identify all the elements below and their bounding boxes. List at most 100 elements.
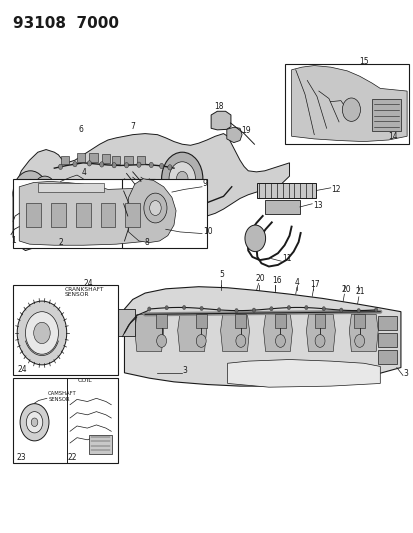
Bar <box>60 156 69 165</box>
Polygon shape <box>177 314 206 352</box>
Text: 9: 9 <box>202 179 207 188</box>
Text: 4: 4 <box>294 278 299 287</box>
Text: 3: 3 <box>402 369 407 378</box>
Polygon shape <box>124 287 400 386</box>
Circle shape <box>124 163 128 168</box>
Polygon shape <box>91 228 133 239</box>
Text: 18: 18 <box>214 102 223 111</box>
Bar <box>51 203 66 227</box>
Circle shape <box>217 308 220 312</box>
Text: 20: 20 <box>255 274 265 283</box>
Bar <box>102 155 110 163</box>
Bar <box>377 317 396 330</box>
Bar <box>314 314 325 328</box>
Circle shape <box>33 176 56 206</box>
Polygon shape <box>220 314 249 352</box>
Circle shape <box>374 308 377 312</box>
Circle shape <box>147 307 150 311</box>
Bar <box>76 203 90 227</box>
Bar <box>115 224 121 236</box>
Bar <box>13 285 118 375</box>
Circle shape <box>144 193 166 223</box>
Text: 3: 3 <box>182 366 187 375</box>
Circle shape <box>38 183 51 199</box>
Circle shape <box>112 163 116 168</box>
Bar <box>125 203 140 227</box>
Circle shape <box>30 215 41 230</box>
Text: 19: 19 <box>241 126 251 135</box>
Circle shape <box>100 162 104 167</box>
Bar <box>274 314 285 328</box>
Polygon shape <box>19 181 149 245</box>
Circle shape <box>17 301 66 365</box>
Circle shape <box>13 171 47 215</box>
Text: 7: 7 <box>130 122 135 131</box>
Circle shape <box>165 305 168 310</box>
Text: 20: 20 <box>340 285 350 294</box>
Text: 10: 10 <box>202 227 212 236</box>
Bar <box>38 182 104 192</box>
Bar <box>354 314 364 328</box>
Circle shape <box>182 305 185 310</box>
Polygon shape <box>126 179 176 243</box>
Text: 4: 4 <box>81 168 86 177</box>
Text: CRANKSHAFT
SENSOR: CRANKSHAFT SENSOR <box>64 287 104 297</box>
Circle shape <box>167 165 171 170</box>
Circle shape <box>126 209 130 213</box>
Circle shape <box>73 161 77 167</box>
Circle shape <box>199 306 203 311</box>
Bar <box>135 224 142 236</box>
Circle shape <box>304 305 307 310</box>
Circle shape <box>287 305 290 310</box>
Circle shape <box>31 418 38 426</box>
Text: 5: 5 <box>219 270 224 279</box>
Text: 17: 17 <box>309 280 319 289</box>
Circle shape <box>149 200 161 215</box>
Polygon shape <box>226 127 242 143</box>
Circle shape <box>156 335 166 348</box>
Bar <box>122 179 206 248</box>
Bar <box>100 203 115 227</box>
Bar <box>256 182 316 198</box>
Circle shape <box>25 187 35 199</box>
Bar <box>285 64 408 144</box>
Circle shape <box>189 205 192 209</box>
Polygon shape <box>349 314 377 352</box>
Circle shape <box>111 207 114 212</box>
Text: CAMSHAFT
SENSOR: CAMSHAFT SENSOR <box>48 391 77 402</box>
Bar <box>124 156 133 165</box>
Circle shape <box>234 309 237 313</box>
Text: 24: 24 <box>83 279 93 288</box>
Text: 23: 23 <box>17 453 26 462</box>
Text: 93108  7000: 93108 7000 <box>13 15 119 30</box>
Bar <box>13 378 118 463</box>
Bar <box>195 314 206 328</box>
Circle shape <box>26 411 43 433</box>
Bar <box>156 314 166 328</box>
Text: 16: 16 <box>271 276 281 285</box>
Circle shape <box>48 207 52 211</box>
Circle shape <box>161 152 202 205</box>
Circle shape <box>137 162 141 167</box>
Circle shape <box>25 312 58 354</box>
Circle shape <box>339 308 342 312</box>
Bar <box>89 435 112 454</box>
Circle shape <box>80 205 83 209</box>
Circle shape <box>252 308 255 312</box>
Circle shape <box>314 335 324 348</box>
Circle shape <box>64 205 67 209</box>
Bar <box>26 203 41 227</box>
Bar <box>13 179 155 248</box>
Circle shape <box>159 164 163 168</box>
Circle shape <box>176 171 188 186</box>
Circle shape <box>149 163 153 167</box>
Bar <box>371 99 400 131</box>
Text: 21: 21 <box>355 287 364 296</box>
Bar <box>118 309 135 336</box>
Polygon shape <box>211 111 230 130</box>
Text: 12: 12 <box>331 185 340 194</box>
Text: COIL: COIL <box>78 378 93 383</box>
Bar <box>377 351 396 365</box>
Circle shape <box>275 335 285 348</box>
Text: 24: 24 <box>17 365 27 374</box>
